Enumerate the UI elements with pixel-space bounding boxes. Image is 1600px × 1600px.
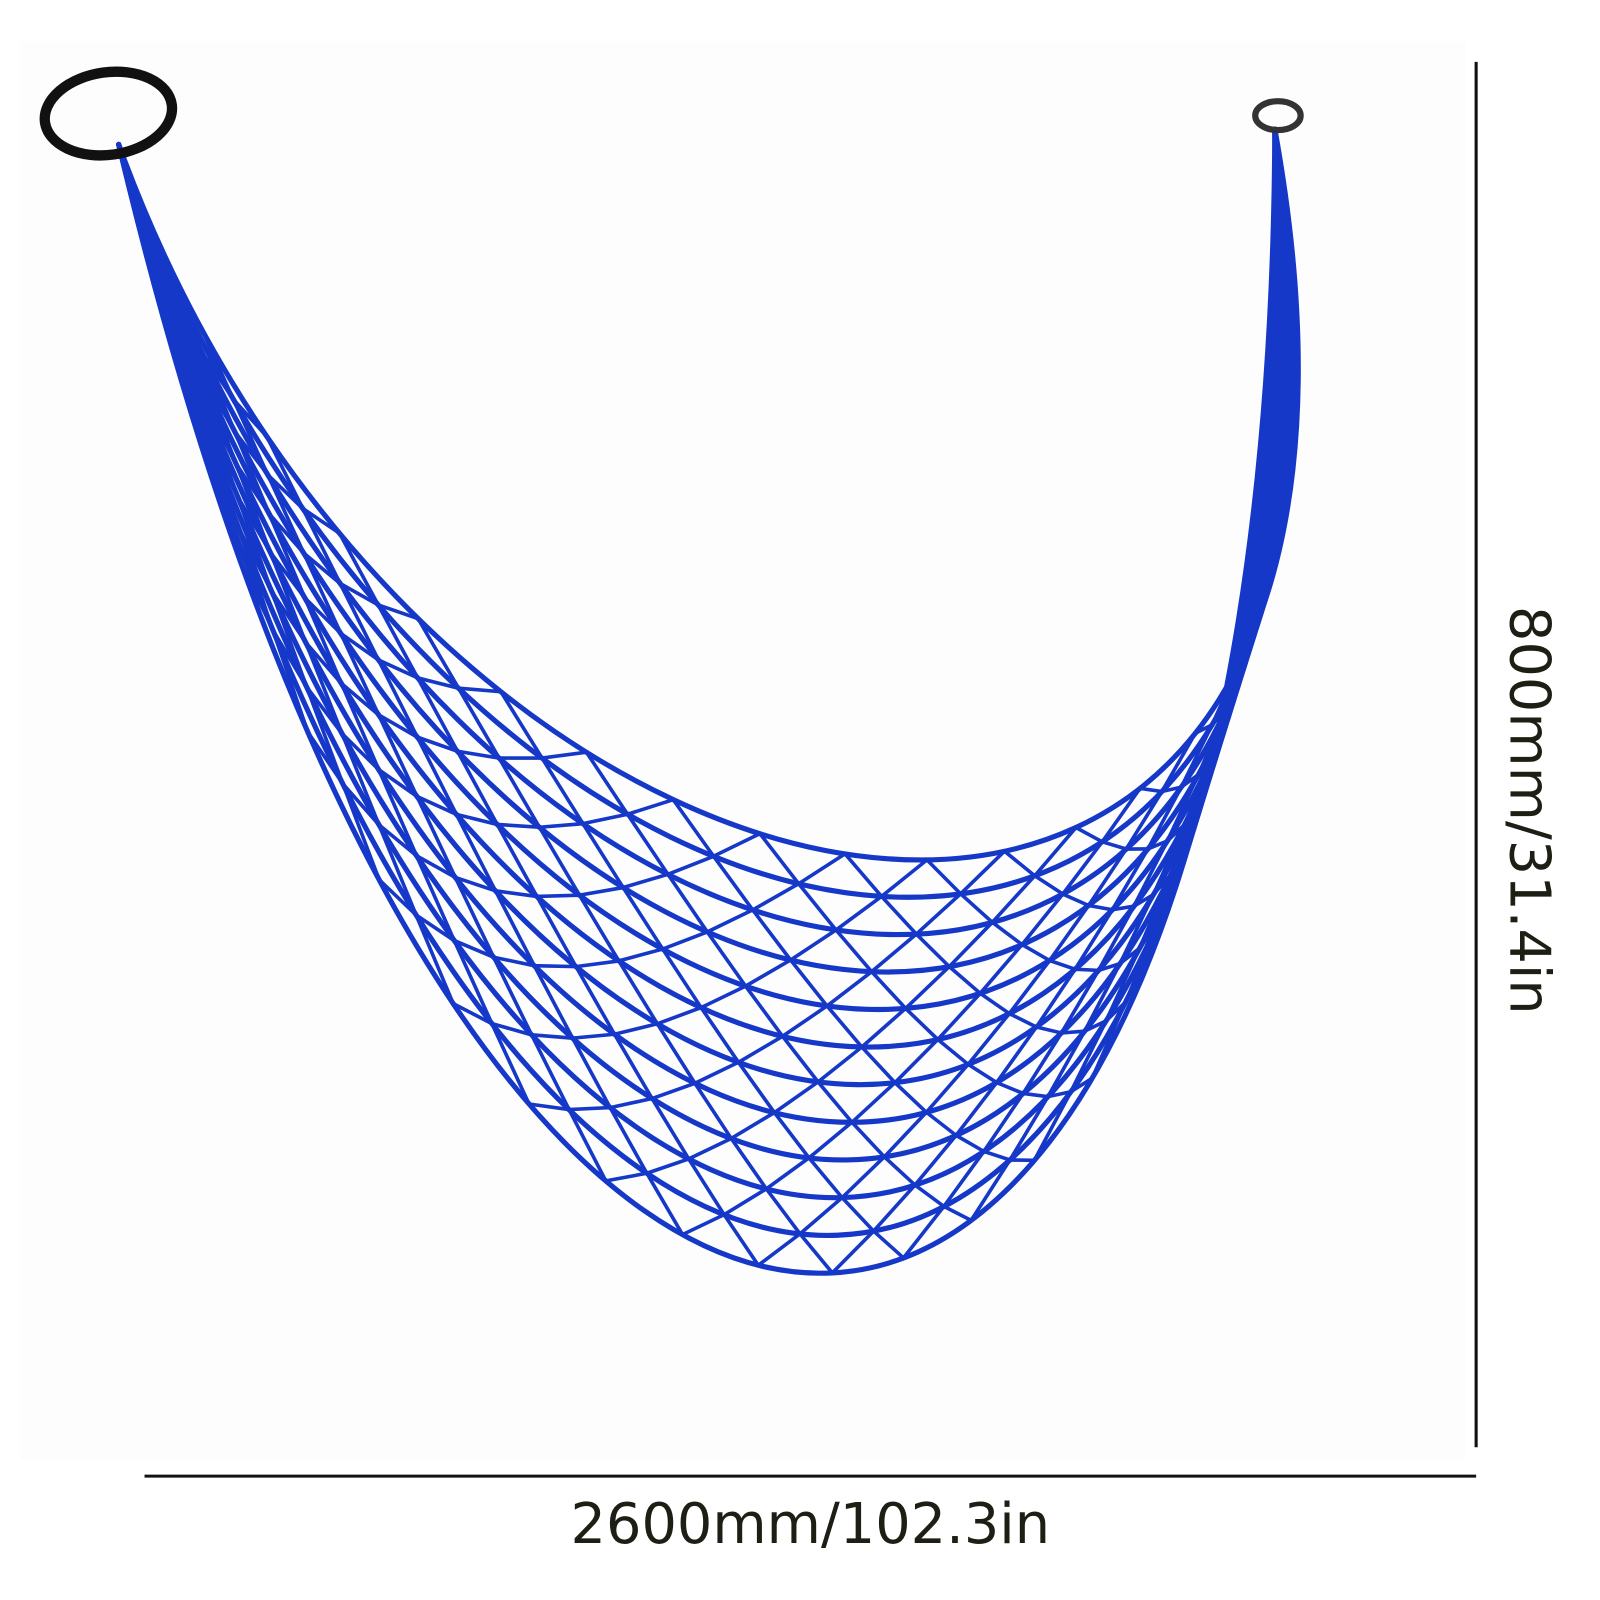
left-ring xyxy=(39,66,178,161)
height-label: 800mm/31.4in xyxy=(1497,606,1562,1015)
right-ring xyxy=(1252,98,1304,134)
hammock-net xyxy=(116,126,1301,1276)
mesh-knots xyxy=(174,338,1271,1276)
photo-background xyxy=(20,41,1466,1461)
width-label: 2600mm/102.3in xyxy=(571,1492,1051,1557)
